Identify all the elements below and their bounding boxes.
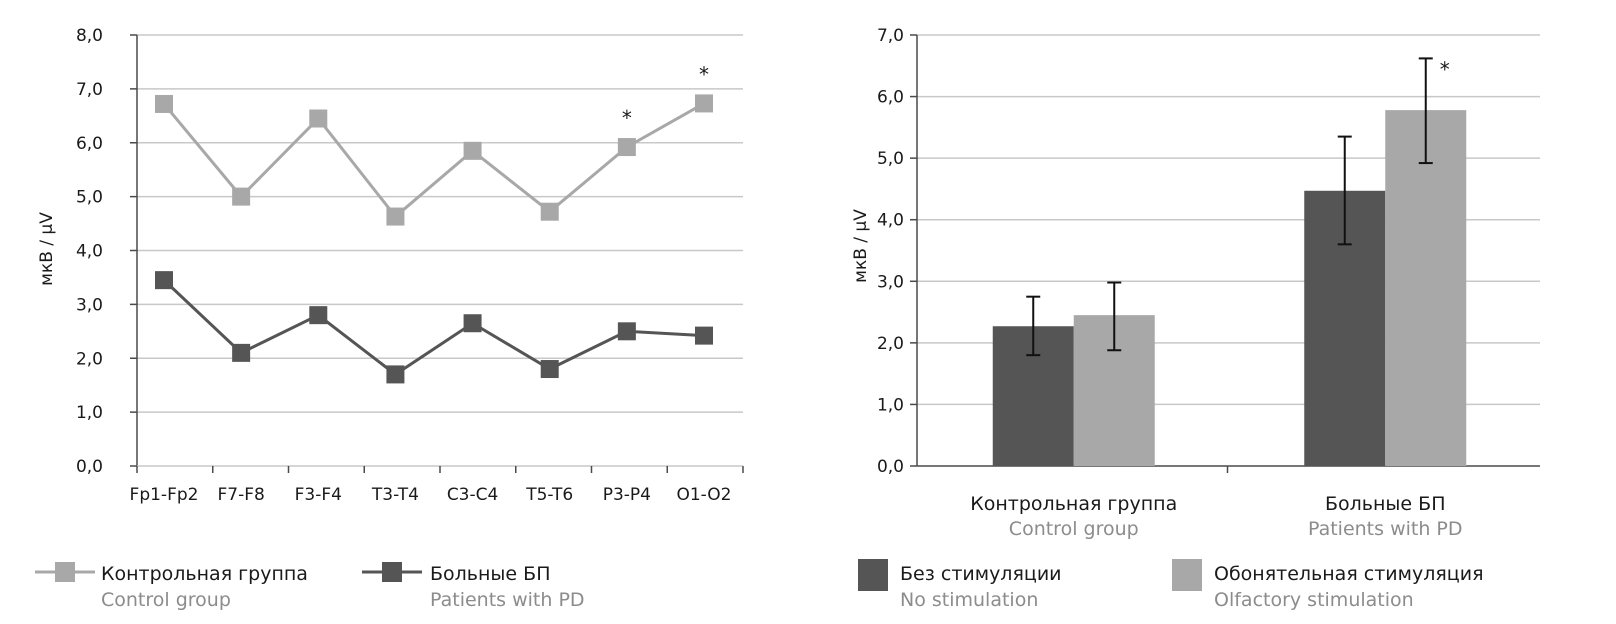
data-point-pd — [617, 322, 636, 341]
x-tick-label: Fp1-Fp2 — [130, 485, 199, 505]
series-control — [155, 94, 713, 226]
data-point-pd — [463, 314, 482, 333]
line-chart-axes — [130, 34, 744, 473]
legend-olfactory-stimulation-swatch — [1172, 559, 1202, 591]
y-tick-label: 1,0 — [76, 403, 103, 423]
y-tick-label: 5,0 — [76, 188, 103, 208]
y-tick-label: 3,0 — [877, 272, 904, 292]
legend-pd-label-ru: Больные БП — [430, 563, 550, 585]
data-point-pd — [232, 343, 251, 362]
y-tick-label: 5,0 — [877, 149, 904, 169]
line-chart-x-ticks: Fp1-Fp2 F7-F8 F3-F4 T3-T4 C3-C4 T5-T6 P3-P4 O1-… — [130, 485, 732, 505]
x-tick-label: P3-P4 — [603, 485, 651, 505]
y-tick-label: 3,0 — [76, 295, 103, 315]
data-point-control — [155, 94, 173, 113]
data-point-control — [695, 94, 713, 113]
series-pd — [155, 271, 713, 384]
legend-olfactory-stimulation-label-en: Olfactory stimulation — [1214, 589, 1414, 611]
data-point-control — [540, 202, 559, 221]
bar-chart-bars — [992, 110, 1467, 467]
legend-no-stimulation-label-ru: Без стимуляции — [900, 563, 1062, 585]
y-tick-label: 7,0 — [877, 26, 904, 46]
legend-item-olfactory-stimulation: Обонятельная стимуляция Olfactory stimul… — [1172, 559, 1484, 611]
data-point-control — [617, 138, 636, 157]
significance-marker: * — [622, 106, 632, 130]
x-tick-label: O1-O2 — [676, 485, 731, 505]
bar-chart-legend: Без стимуляции No stimulation Обонятельн… — [858, 559, 1484, 611]
y-tick-label: 4,0 — [877, 211, 904, 231]
x-tick-label: F7-F8 — [217, 485, 264, 505]
data-point-control — [463, 141, 482, 160]
data-point-control — [386, 207, 405, 226]
line-chart-legend: Контрольная группа Control group Больные… — [35, 562, 585, 611]
data-point-pd — [386, 365, 405, 384]
y-tick-label: 0,0 — [877, 457, 904, 477]
x-category-label-en: Control group — [1009, 518, 1139, 540]
legend-item-no-stimulation: Без стимуляции No stimulation — [858, 559, 1062, 611]
line-chart-y-ticks: 0,0 1,0 2,0 3,0 4,0 5,0 6,0 7,0 8,0 — [76, 26, 103, 477]
bar-chart-y-ticks: 0,0 1,0 2,0 3,0 4,0 5,0 6,0 7,0 — [877, 26, 904, 477]
legend-olfactory-stimulation-label-ru: Обонятельная стимуляция — [1214, 563, 1484, 585]
y-tick-label: 0,0 — [76, 457, 103, 477]
y-tick-label: 2,0 — [76, 349, 103, 369]
legend-control-label-en: Control group — [101, 589, 231, 611]
y-tick-label: 6,0 — [76, 134, 103, 154]
x-tick-label: F3-F4 — [295, 485, 342, 505]
series-line-pd — [162, 279, 705, 377]
bar-chart-x-ticks: Контрольная группа Control group Больные Б… — [970, 493, 1462, 540]
data-point-pd — [540, 360, 559, 379]
x-category-label-ru: Контрольная группа — [970, 493, 1177, 515]
x-category-label-en: Patients with PD — [1308, 518, 1463, 540]
x-category-label-ru: Больные БП — [1325, 493, 1445, 515]
y-tick-label: 1,0 — [877, 395, 904, 415]
bar-chart-error-bars — [1026, 57, 1433, 357]
data-point-control — [232, 187, 251, 206]
legend-item-control: Контрольная группа Control group — [35, 562, 308, 611]
line-chart-series — [155, 94, 713, 384]
y-tick-label: 7,0 — [76, 80, 103, 100]
series-line-control — [162, 102, 705, 219]
legend-control-label-ru: Контрольная группа — [101, 563, 308, 585]
line-chart: 0,0 1,0 2,0 3,0 4,0 5,0 6,0 7,0 8,0 Fp1-Fp2 F7-F8… — [37, 26, 744, 505]
significance-marker: * — [1440, 57, 1450, 81]
bar-chart-y-axis-label: мкВ / μV — [851, 209, 871, 283]
data-point-control — [309, 109, 328, 128]
bar-chart-annotations: * — [1440, 57, 1450, 81]
y-tick-label: 4,0 — [76, 242, 103, 262]
significance-marker: * — [699, 62, 709, 86]
line-chart-y-axis-label: мкВ / μV — [37, 212, 57, 286]
legend-pd-marker — [382, 562, 402, 582]
x-tick-label: C3-C4 — [447, 485, 499, 505]
y-tick-label: 8,0 — [76, 26, 103, 46]
x-tick-label: T3-T4 — [371, 485, 419, 505]
y-tick-label: 2,0 — [877, 334, 904, 354]
legend-pd-label-en: Patients with PD — [430, 589, 585, 611]
legend-control-marker — [55, 562, 75, 582]
line-chart-gridlines — [137, 34, 743, 413]
legend-no-stimulation-swatch — [858, 559, 888, 591]
legend-no-stimulation-label-en: No stimulation — [900, 589, 1038, 611]
data-point-pd — [155, 271, 173, 290]
line-chart-annotations: ** — [622, 62, 709, 130]
legend-item-pd: Больные БП Patients with PD — [362, 562, 585, 611]
x-tick-label: T5-T6 — [525, 485, 573, 505]
data-point-pd — [695, 326, 713, 345]
bar-chart: 0,0 1,0 2,0 3,0 4,0 5,0 6,0 7,0 Контрольная гру… — [851, 26, 1540, 540]
data-point-pd — [309, 306, 328, 325]
y-tick-label: 6,0 — [877, 88, 904, 108]
bar-control — [1385, 110, 1467, 467]
